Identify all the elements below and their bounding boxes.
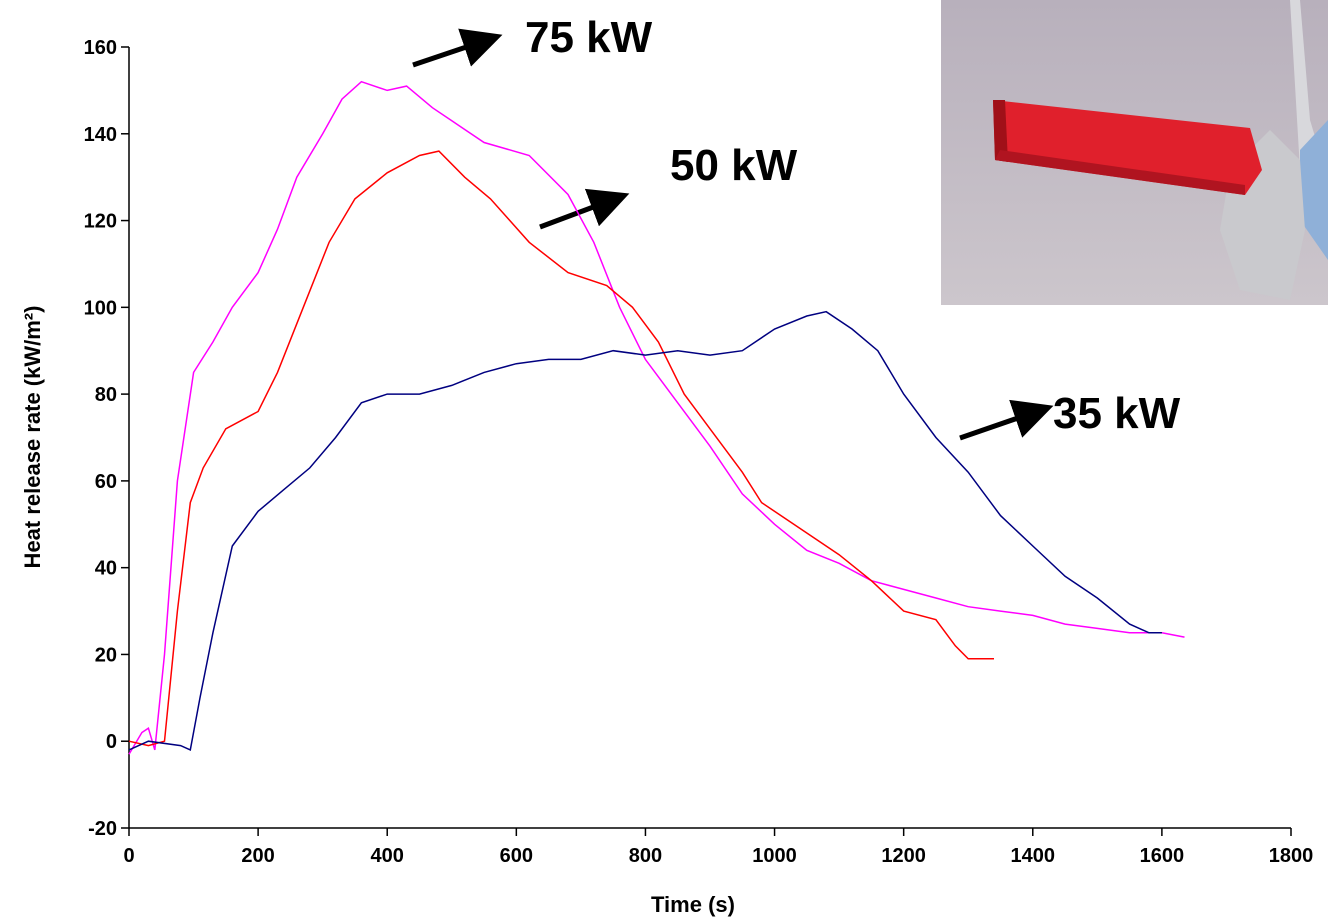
series-line (128, 150, 994, 747)
annotation: 50 kW (670, 141, 798, 190)
y-tick-label: 60 (95, 471, 117, 493)
y-axis-label: Heat release rate (kW/m²) (20, 306, 45, 569)
y-tick-label: 40 (95, 558, 117, 580)
annotation: 35 kW (1053, 389, 1181, 438)
y-tick-label: 0 (106, 731, 117, 753)
x-tick-label: 800 (629, 845, 662, 867)
x-tick-label: 400 (371, 845, 404, 867)
x-tick-label: 0 (123, 845, 134, 867)
x-tick-label: 1200 (881, 845, 926, 867)
series-line (128, 310, 1162, 751)
y-tick-label: 20 (95, 644, 117, 666)
x-tick-label: 200 (241, 845, 274, 867)
arrow (959, 399, 1054, 441)
annotation: 75 kW (525, 13, 653, 62)
x-tick-label: 1400 (1011, 845, 1056, 867)
x-tick-label: 1600 (1140, 845, 1185, 867)
y-tick-label: 160 (84, 37, 117, 59)
y-tick-label: 80 (95, 384, 117, 406)
arrow (539, 188, 630, 230)
y-tick-label: 100 (84, 297, 117, 319)
y-tick-label: -20 (88, 818, 117, 840)
x-tick-label: 1800 (1269, 845, 1314, 867)
inset-photo (941, 0, 1328, 305)
x-tick-label: 1000 (752, 845, 797, 867)
x-tick-label: 600 (500, 845, 533, 867)
y-tick-label: 120 (84, 211, 117, 233)
arrow (412, 28, 503, 68)
series-line (128, 80, 1185, 755)
x-axis-label: Time (s) (651, 892, 735, 917)
y-tick-label: 140 (84, 124, 117, 146)
